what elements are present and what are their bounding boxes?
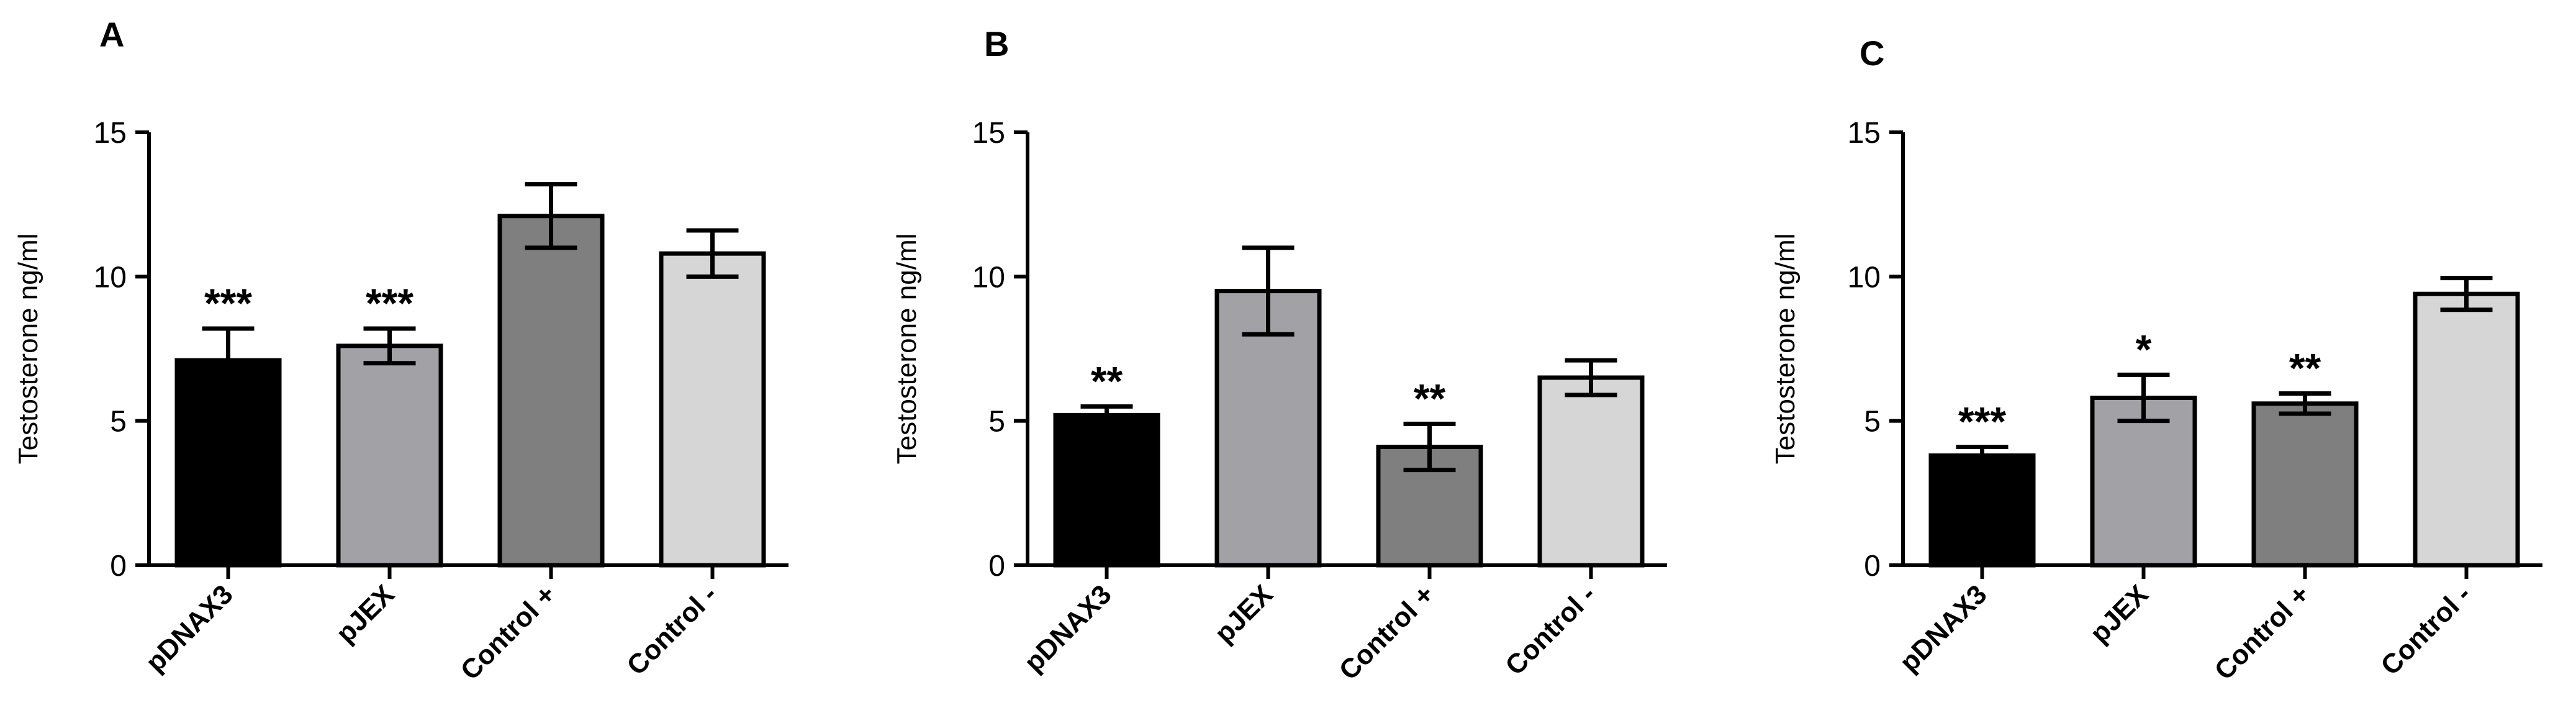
bar-pjex — [336, 343, 443, 568]
x-tick-label: pDNAX3 — [1018, 579, 1117, 678]
x-tick-label: Control - — [2375, 579, 2477, 681]
significance-label: *** — [1958, 398, 2006, 444]
panel-letter: C — [1860, 34, 1884, 73]
y-tick-label: 5 — [988, 406, 1005, 439]
x-tick-label: pDNAX3 — [1894, 579, 1992, 678]
y-tick-label: 0 — [988, 550, 1005, 583]
y-tick-label: 15 — [1848, 117, 1881, 150]
y-tick-label: 15 — [94, 117, 127, 150]
x-tick-label: pJEX — [330, 579, 400, 648]
x-tick-label: Control + — [455, 579, 562, 686]
y-axis-label: Testosterone ng/ml — [892, 234, 922, 465]
x-tick-label: pDNAX3 — [140, 579, 238, 678]
bar-control — [2413, 291, 2520, 568]
bar-pdnax3 — [1053, 412, 1160, 568]
x-tick-label: Control - — [621, 579, 723, 681]
y-tick-label: 0 — [110, 550, 127, 583]
x-tick-label: Control + — [1334, 579, 1440, 686]
significance-label: *** — [204, 280, 252, 326]
y-axis-label: Testosterone ng/ml — [1770, 234, 1801, 465]
bar-control — [1537, 375, 1645, 568]
y-tick-label: 10 — [94, 261, 127, 294]
significance-label: ** — [1091, 358, 1123, 404]
x-tick-label: Control + — [2209, 579, 2316, 686]
significance-label: *** — [366, 280, 414, 326]
panel-letter: A — [99, 15, 124, 54]
y-tick-label: 10 — [972, 261, 1005, 294]
chart-panel-a: A Testosterone ng/ml 0 5 10 15 pDNAX3 *** pJEX **… — [13, 15, 789, 686]
bar-control — [2251, 401, 2359, 568]
chart-panel-b: B Testosterone ng/ml 0 5 10 15 pDNAX3 ** pJEX Con… — [892, 24, 1667, 686]
y-tick-label: 5 — [110, 406, 127, 439]
bar-pdnax3 — [1928, 453, 2036, 568]
y-tick-label: 15 — [972, 117, 1005, 150]
significance-label: ** — [1414, 375, 1446, 421]
y-tick-label: 10 — [1848, 261, 1881, 294]
chart-panel-c: C Testosterone ng/ml 0 5 10 15 pDNAX3 *** pJEX * C… — [1770, 34, 2542, 686]
y-tick-label: 0 — [1864, 550, 1881, 583]
panel-letter: B — [984, 24, 1009, 63]
bar-control — [497, 214, 605, 568]
x-tick-label: Control - — [1499, 579, 1601, 681]
significance-label: ** — [2289, 345, 2321, 391]
bar-pjex — [1214, 289, 1322, 568]
y-tick-label: 5 — [1864, 406, 1881, 439]
bar-control — [659, 251, 766, 568]
x-tick-label: pJEX — [1209, 579, 1278, 648]
x-tick-label: pJEX — [2084, 579, 2154, 648]
y-axis-label: Testosterone ng/ml — [13, 234, 43, 465]
significance-label: * — [2136, 326, 2152, 372]
